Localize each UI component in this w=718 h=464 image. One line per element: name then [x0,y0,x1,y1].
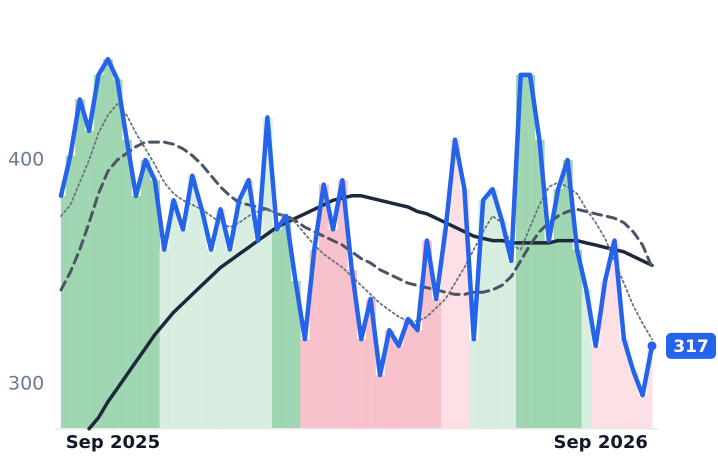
regime-band [253,240,264,429]
regime-band [459,189,470,429]
regime-band [375,375,386,429]
regime-band [600,280,611,429]
regime-band [347,269,357,429]
regime-band [61,195,67,429]
regime-band [272,229,282,429]
regime-band [206,249,217,429]
value-label: 317 [673,337,709,357]
regime-band [544,240,554,429]
regime-band [647,345,653,429]
regime-band [506,260,517,429]
regime-band [328,229,339,429]
series-line [58,56,655,398]
regime-band [234,200,245,429]
regime-band [75,99,85,429]
x-tick-label: Sep 2026 [554,432,648,453]
regime-band [422,240,433,429]
regime-band [131,195,142,429]
y-tick-label: 300 [8,373,44,395]
regime-band [290,280,301,429]
regime-band [243,180,254,429]
regime-band [412,330,423,429]
regime-band [225,249,236,429]
regime-band [619,339,630,429]
regime-band [178,229,189,429]
regime-band [215,209,226,429]
regime-band [487,189,498,429]
regime-band [384,330,395,429]
last-point [647,341,657,351]
regime-band [581,289,592,429]
regime-band [337,180,348,429]
regime-band [403,319,414,429]
y-tick-label: 400 [8,149,44,171]
regime-band [497,220,508,429]
regime-band [609,240,620,429]
regime-band [440,229,451,429]
regime-band [553,189,564,429]
x-tick-label: Sep 2025 [66,432,160,453]
regime-band [365,298,376,429]
regime-band [112,79,123,429]
regime-band [591,345,601,429]
regime-band [262,117,273,429]
value-badge [666,332,716,359]
regime-band [197,209,207,429]
regime-band [525,74,536,429]
regime-band [478,200,489,429]
regime-band [187,175,198,429]
regime-band [121,139,132,429]
regime-band [150,180,160,429]
regime-band [637,395,648,429]
regime-band [281,216,292,429]
regime-band [515,74,526,429]
series-line [87,194,654,431]
regime-band [394,345,404,429]
regime-band [628,370,639,429]
regime-band [356,339,367,429]
series-line [60,103,653,341]
regime-band [562,160,573,429]
regime-band [309,249,320,429]
regime-band [300,339,311,429]
regime-band [140,160,151,429]
regime-band [534,139,545,429]
regime-band [469,339,479,429]
regime-band [431,298,442,429]
regime-band [103,59,114,429]
regime-band [65,155,76,429]
regime-band [572,249,583,429]
regime-band [84,130,95,429]
regime-band [159,249,170,429]
regime-band [318,184,329,429]
regime-band [93,74,104,429]
